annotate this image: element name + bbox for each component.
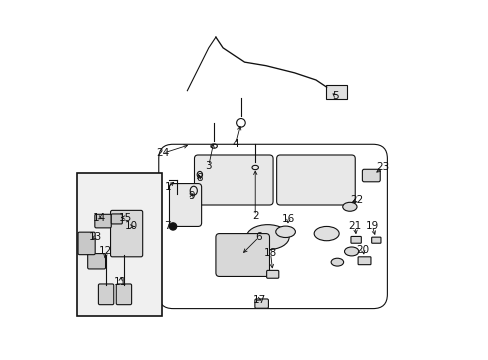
FancyBboxPatch shape — [87, 253, 105, 269]
Text: 24: 24 — [156, 148, 169, 158]
Text: 8: 8 — [195, 173, 202, 183]
Text: 4: 4 — [232, 139, 239, 149]
FancyBboxPatch shape — [78, 232, 95, 255]
Text: 5: 5 — [332, 91, 338, 101]
FancyBboxPatch shape — [325, 85, 346, 99]
Text: 17: 17 — [253, 295, 266, 305]
Text: 2: 2 — [251, 211, 258, 221]
Text: 16: 16 — [281, 214, 294, 224]
Text: 11: 11 — [114, 277, 127, 287]
Ellipse shape — [246, 225, 288, 249]
Text: 18: 18 — [264, 248, 277, 258]
FancyBboxPatch shape — [169, 184, 201, 226]
FancyBboxPatch shape — [110, 210, 142, 257]
FancyBboxPatch shape — [371, 237, 380, 243]
FancyBboxPatch shape — [254, 299, 268, 308]
FancyBboxPatch shape — [350, 237, 361, 243]
Text: 22: 22 — [350, 195, 363, 204]
Ellipse shape — [275, 226, 295, 238]
Text: 23: 23 — [376, 162, 389, 172]
Ellipse shape — [330, 258, 343, 266]
Text: 3: 3 — [205, 161, 212, 171]
Ellipse shape — [313, 226, 339, 241]
Text: 14: 14 — [92, 212, 105, 222]
Text: 6: 6 — [255, 232, 262, 242]
Text: 21: 21 — [348, 221, 361, 231]
Bar — [77, 173, 162, 316]
FancyBboxPatch shape — [357, 257, 370, 265]
FancyBboxPatch shape — [362, 169, 380, 182]
Text: 15: 15 — [119, 212, 132, 222]
Ellipse shape — [344, 247, 358, 256]
Text: 12: 12 — [99, 247, 112, 256]
Text: 19: 19 — [365, 221, 378, 231]
FancyBboxPatch shape — [216, 234, 269, 276]
FancyBboxPatch shape — [95, 214, 111, 228]
Text: 13: 13 — [88, 232, 102, 242]
Text: 1: 1 — [164, 182, 171, 192]
Text: 10: 10 — [124, 221, 138, 231]
FancyBboxPatch shape — [266, 270, 278, 278]
FancyBboxPatch shape — [194, 155, 272, 205]
Circle shape — [169, 223, 176, 230]
Text: 20: 20 — [356, 245, 369, 255]
Text: 9: 9 — [188, 191, 195, 201]
FancyBboxPatch shape — [98, 284, 114, 305]
FancyBboxPatch shape — [276, 155, 354, 205]
FancyBboxPatch shape — [116, 284, 131, 305]
FancyBboxPatch shape — [111, 214, 122, 224]
Text: 7: 7 — [164, 221, 171, 231]
Ellipse shape — [342, 202, 356, 211]
